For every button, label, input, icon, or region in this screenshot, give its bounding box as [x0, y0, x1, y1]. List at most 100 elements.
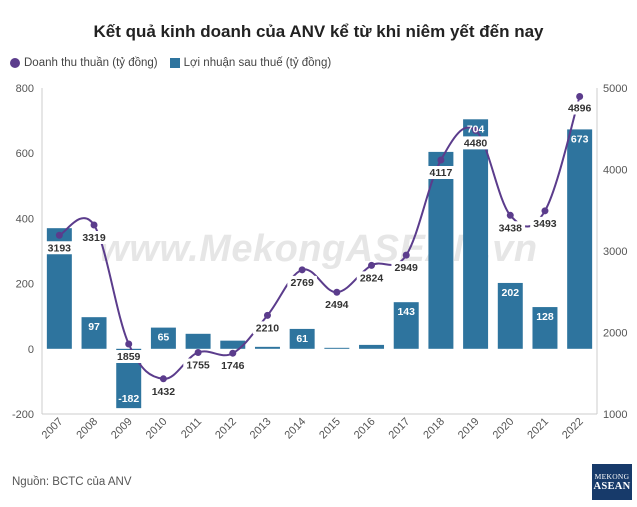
profit-bar — [532, 307, 558, 349]
revenue-label: 1432 — [152, 386, 176, 398]
revenue-point — [263, 311, 271, 319]
revenue-label-bg — [564, 101, 595, 115]
revenue-point — [194, 348, 202, 356]
x-tick-label: 2010 — [144, 416, 170, 442]
y-right-tick-label: 1000 — [603, 409, 627, 421]
x-tick-label: 2013 — [248, 416, 274, 442]
revenue-label: 1859 — [117, 351, 141, 363]
profit-bar — [289, 328, 315, 349]
revenue-label: 3438 — [499, 222, 523, 234]
revenue-label-bg — [183, 358, 213, 372]
revenue-label: 4896 — [568, 102, 592, 114]
x-tick-label: 2012 — [213, 416, 239, 442]
x-tick-label: 2007 — [40, 416, 66, 442]
revenue-point — [90, 221, 98, 229]
y-left-tick-label: 400 — [16, 213, 34, 225]
revenue-label-bg — [287, 275, 317, 289]
labels-layer: 97 -182 65 61 143 704 202 128 673 3193 3319 1859 143… — [44, 101, 595, 405]
x-tick-label: 2008 — [74, 416, 100, 442]
profit-bar-label: 65 — [158, 332, 170, 344]
legend-profit-marker — [169, 58, 180, 68]
mekong-asean-logo: MEKONG ASEAN — [592, 464, 632, 500]
revenue-point — [368, 261, 376, 269]
y-right-tick-label: 4000 — [603, 165, 627, 177]
profit-bar-label: 202 — [502, 287, 520, 299]
revenue-point — [159, 375, 167, 383]
revenue-label: 2824 — [360, 272, 384, 284]
revenue-point — [576, 92, 584, 100]
legend-revenue-marker — [10, 58, 20, 68]
profit-bar — [185, 333, 211, 349]
revenue-label: 3493 — [533, 218, 557, 230]
legend-item-profit[interactable]: Lợi nhuận sau thuế (tỷ đồng) — [169, 57, 332, 69]
y-left-tick-label: 200 — [16, 279, 34, 291]
revenue-label: 2769 — [290, 277, 314, 289]
profit-bar-label: 704 — [467, 123, 485, 135]
x-tick-label: 2015 — [317, 416, 343, 442]
profit-bar — [428, 151, 454, 349]
y-right-tick-label: 5000 — [603, 83, 627, 95]
legend-profit-label: Lợi nhuận sau thuế (tỷ đồng) — [183, 57, 332, 69]
revenue-point — [125, 340, 133, 348]
revenue-label: 4480 — [464, 137, 488, 149]
chart-title: Kết quả kinh doanh của ANV kể từ khi niê… — [93, 22, 544, 41]
revenue-label: 2210 — [256, 322, 280, 334]
y-left-tick-label: 600 — [16, 148, 34, 160]
profit-bar — [567, 129, 593, 349]
revenue-label-bg — [44, 241, 75, 255]
revenue-label-bg — [217, 359, 248, 373]
logo-line2: ASEAN — [593, 481, 631, 492]
revenue-label-bg — [252, 321, 283, 335]
x-tick-label: 2017 — [387, 416, 413, 442]
revenue-label-bg — [495, 221, 526, 235]
x-tick-label: 2009 — [109, 416, 135, 442]
x-tick-label: 2018 — [421, 416, 447, 442]
x-tick-label: 2019 — [456, 416, 482, 442]
profit-bar-label: -182 — [118, 393, 139, 405]
revenue-label-bg — [322, 298, 352, 312]
revenue-point — [541, 207, 549, 215]
revenue-label: 2494 — [325, 299, 349, 311]
revenue-label-bg — [79, 231, 109, 245]
profit-bar — [359, 344, 385, 349]
x-tick-label: 2016 — [352, 416, 378, 442]
profit-bar — [324, 347, 350, 349]
profit-bar — [497, 282, 523, 349]
revenue-label: 3319 — [82, 232, 106, 244]
y-right-tick-label: 2000 — [603, 328, 627, 340]
revenue-point — [506, 211, 514, 219]
profit-bar — [220, 340, 246, 349]
revenue-point — [229, 349, 237, 357]
revenue-label-bg — [426, 165, 456, 179]
x-tick-label: 2011 — [179, 416, 204, 441]
revenue-point — [55, 231, 63, 239]
y-left-tick-label: -200 — [12, 409, 34, 421]
revenue-point — [437, 156, 445, 164]
x-tick-label: 2014 — [282, 416, 308, 442]
source-note: Nguồn: BCTC của ANV — [12, 476, 132, 488]
legend-item-revenue[interactable]: Doanh thu thuần (tỷ đồng) — [10, 57, 158, 69]
profit-bar-label: 673 — [571, 133, 589, 145]
profit-bar-label: 61 — [296, 333, 308, 345]
bars-layer — [46, 119, 593, 409]
revenue-label: 2949 — [395, 262, 419, 274]
profit-bar — [81, 317, 107, 349]
revenue-label-bg — [113, 349, 144, 363]
revenue-point — [402, 251, 410, 259]
x-tick-label: 2022 — [560, 416, 586, 442]
y-left-tick-label: 800 — [16, 83, 34, 95]
profit-bar-label: 128 — [536, 311, 554, 323]
revenue-label-bg — [356, 271, 387, 285]
profit-bar — [463, 119, 489, 349]
revenue-label-bg — [530, 216, 560, 230]
legend-revenue-label: Doanh thu thuần (tỷ đồng) — [24, 57, 158, 69]
profit-bar-label: 143 — [397, 306, 415, 318]
y-left-tick-label: 0 — [28, 344, 34, 356]
profit-bar-label: 97 — [88, 321, 100, 333]
legend: Doanh thu thuần (tỷ đồng) Lợi nhuận sau … — [10, 57, 343, 69]
revenue-label: 4117 — [430, 167, 453, 179]
revenue-point — [472, 126, 480, 134]
logo-line1: MEKONG — [594, 472, 630, 481]
revenue-label: 3193 — [48, 242, 72, 254]
